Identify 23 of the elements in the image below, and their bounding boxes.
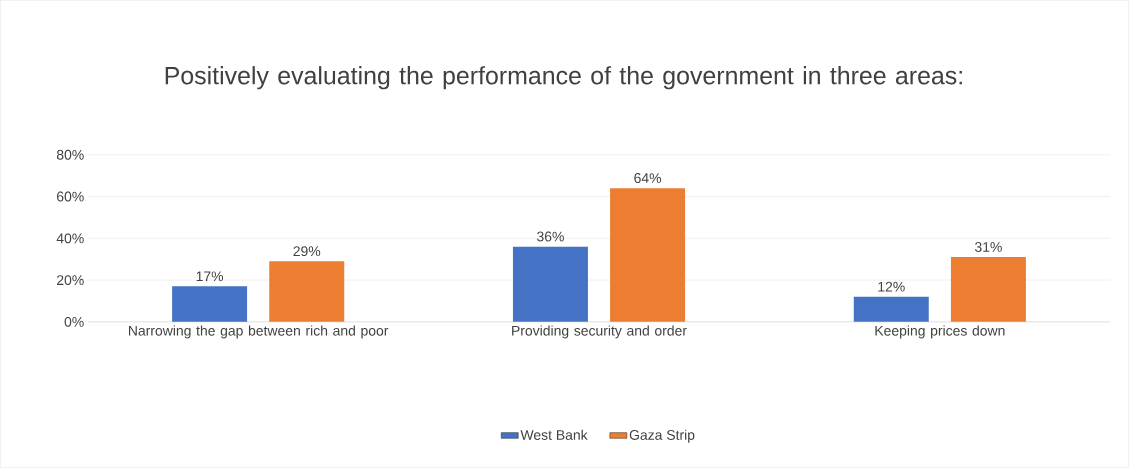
data-label: 17% — [196, 271, 224, 282]
y-tick-label: 20% — [57, 275, 84, 286]
data-label: 64% — [634, 173, 662, 184]
y-tick-label: 40% — [56, 233, 84, 244]
y-tick-label: 0% — [64, 317, 84, 327]
x-tick-label: Narrowing the gap between rich and poor — [128, 325, 389, 339]
bar — [950, 257, 1026, 323]
bar — [610, 188, 686, 323]
bar — [512, 246, 588, 323]
bar — [172, 286, 248, 323]
legend-label: West Bank — [520, 429, 588, 441]
bar — [853, 296, 929, 323]
x-tick-label: Providing security and order — [512, 325, 687, 339]
y-tick-label: 80% — [56, 150, 84, 160]
y-tick-label: 60% — [57, 191, 84, 202]
legend-label: Gaza Strip — [629, 429, 695, 443]
x-tick-label: Keeping prices down — [875, 325, 1005, 339]
data-label: 31% — [974, 242, 1002, 253]
data-label: 12% — [878, 281, 905, 292]
chart-title: Positively evaluating the performance of the government in three areas: — [165, 66, 962, 90]
bar — [269, 261, 345, 323]
data-label: 36% — [537, 231, 564, 242]
data-label: 29% — [293, 246, 321, 257]
